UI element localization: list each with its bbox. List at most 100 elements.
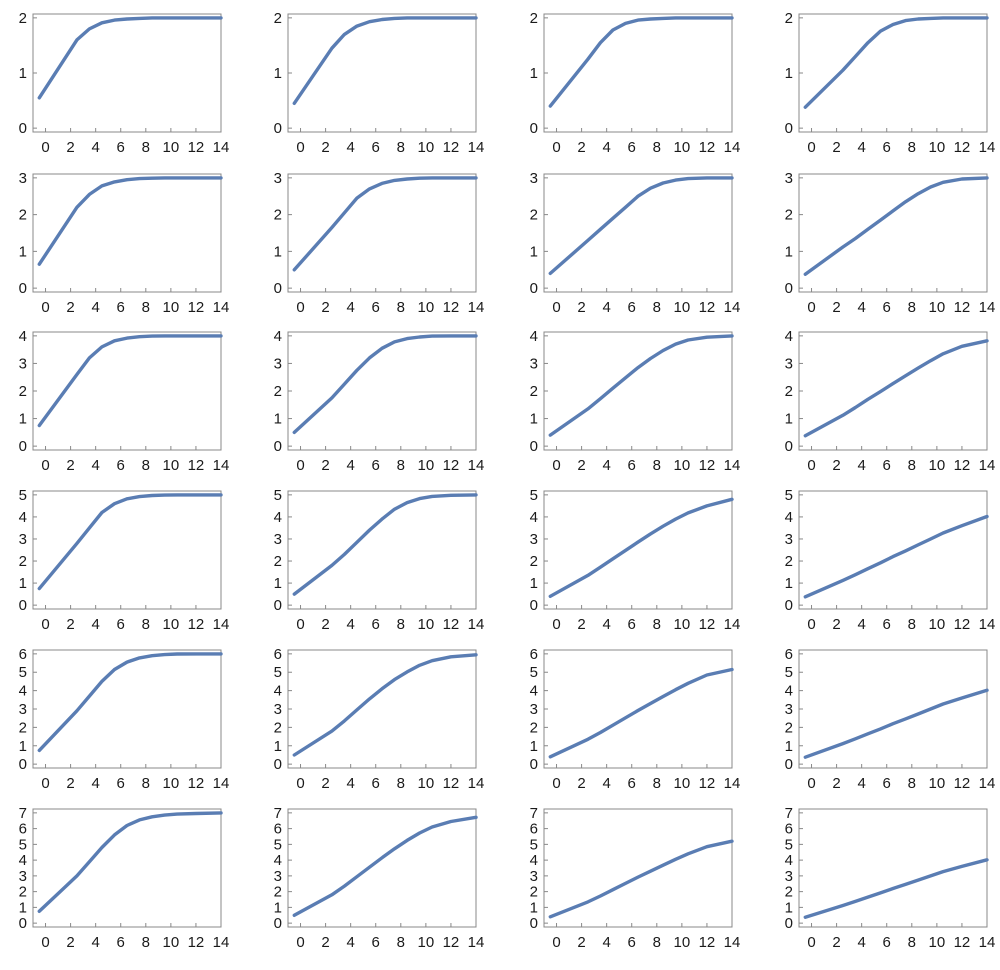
y-tick-label: 6 — [274, 646, 282, 663]
x-tick-label: 6 — [117, 139, 125, 156]
x-tick-label: 0 — [552, 139, 560, 156]
y-tick-label: 1 — [530, 738, 538, 755]
y-tick-label: 2 — [785, 884, 793, 901]
x-tick-label: 14 — [468, 616, 485, 633]
series-line — [292, 493, 478, 596]
plot-frame — [798, 13, 988, 133]
x-tick-label: 2 — [577, 139, 585, 156]
x-tick-label: 14 — [213, 457, 230, 474]
series-line — [803, 514, 989, 599]
x-tick-label: 12 — [699, 934, 716, 951]
x-tick-label: 10 — [163, 616, 180, 633]
y-tick-label: 3 — [19, 170, 27, 187]
series-line — [548, 334, 734, 437]
y-tick-label: 0 — [530, 120, 538, 137]
plot-frame — [798, 331, 988, 451]
x-tick-label: 6 — [117, 616, 125, 633]
x-tick-label: 2 — [577, 775, 585, 792]
y-tick-label: 0 — [274, 756, 282, 773]
x-tick-label: 8 — [142, 457, 150, 474]
y-tick-label: 5 — [19, 836, 27, 853]
y-tick-label: 4 — [785, 509, 793, 526]
y-tick-label: 7 — [274, 805, 282, 822]
y-tick-label: 0 — [19, 597, 27, 614]
series-line — [37, 811, 223, 914]
series-line — [803, 16, 989, 109]
x-tick-label: 8 — [142, 299, 150, 316]
plot-frame — [32, 490, 222, 610]
y-tick-label: 1 — [274, 65, 282, 82]
x-tick-label: 6 — [628, 139, 636, 156]
x-tick-label: 14 — [213, 616, 230, 633]
x-tick-label: 10 — [163, 299, 180, 316]
x-tick-label: 6 — [372, 934, 380, 951]
series-line — [803, 858, 989, 919]
x-tick-label: 14 — [213, 139, 230, 156]
y-tick-label: 2 — [19, 719, 27, 736]
x-tick-label: 8 — [908, 934, 916, 951]
y-tick-label: 3 — [785, 531, 793, 548]
x-tick-label: 2 — [66, 299, 74, 316]
x-tick-label: 6 — [883, 139, 891, 156]
y-tick-label: 3 — [19, 868, 27, 885]
x-tick-label: 4 — [602, 616, 610, 633]
x-tick-label: 12 — [188, 299, 205, 316]
x-tick-label: 2 — [577, 457, 585, 474]
y-tick-label: 0 — [785, 438, 793, 455]
y-tick-label: 2 — [530, 884, 538, 901]
y-tick-label: 5 — [19, 487, 27, 504]
x-tick-label: 8 — [908, 775, 916, 792]
plot-frame — [798, 490, 988, 610]
x-tick-label: 0 — [807, 457, 815, 474]
y-tick-label: 3 — [785, 355, 793, 372]
x-tick-label: 10 — [674, 775, 691, 792]
x-tick-label: 8 — [142, 616, 150, 633]
y-tick-label: 4 — [530, 852, 538, 869]
x-tick-label: 14 — [468, 457, 485, 474]
x-tick-label: 8 — [908, 299, 916, 316]
x-tick-label: 12 — [699, 457, 716, 474]
x-tick-label: 4 — [602, 934, 610, 951]
y-tick-label: 0 — [530, 438, 538, 455]
x-tick-label: 2 — [832, 457, 840, 474]
x-tick-label: 6 — [628, 299, 636, 316]
x-tick-label: 14 — [468, 775, 485, 792]
y-tick-label: 3 — [530, 170, 538, 187]
x-tick-label: 4 — [91, 299, 99, 316]
x-tick-label: 4 — [857, 616, 865, 633]
x-tick-label: 0 — [41, 139, 49, 156]
x-tick-label: 0 — [296, 934, 304, 951]
y-tick-label: 1 — [19, 575, 27, 592]
x-tick-label: 0 — [807, 616, 815, 633]
x-tick-label: 4 — [602, 457, 610, 474]
x-tick-label: 6 — [117, 299, 125, 316]
plot-frame — [32, 173, 222, 293]
x-tick-label: 12 — [954, 299, 971, 316]
x-tick-label: 12 — [443, 775, 460, 792]
x-tick-label: 6 — [117, 457, 125, 474]
y-tick-label: 0 — [274, 597, 282, 614]
y-tick-label: 0 — [530, 280, 538, 297]
y-tick-label: 1 — [19, 738, 27, 755]
x-tick-label: 2 — [321, 775, 329, 792]
x-tick-label: 6 — [883, 934, 891, 951]
y-tick-label: 5 — [274, 487, 282, 504]
y-tick-label: 0 — [785, 280, 793, 297]
y-tick-label: 0 — [274, 120, 282, 137]
x-tick-label: 2 — [577, 934, 585, 951]
x-tick-label: 6 — [372, 775, 380, 792]
x-tick-label: 4 — [346, 934, 354, 951]
x-tick-label: 6 — [372, 457, 380, 474]
y-tick-label: 1 — [19, 411, 27, 428]
y-tick-label: 1 — [19, 243, 27, 260]
y-tick-label: 4 — [530, 509, 538, 526]
y-tick-label: 7 — [19, 805, 27, 822]
